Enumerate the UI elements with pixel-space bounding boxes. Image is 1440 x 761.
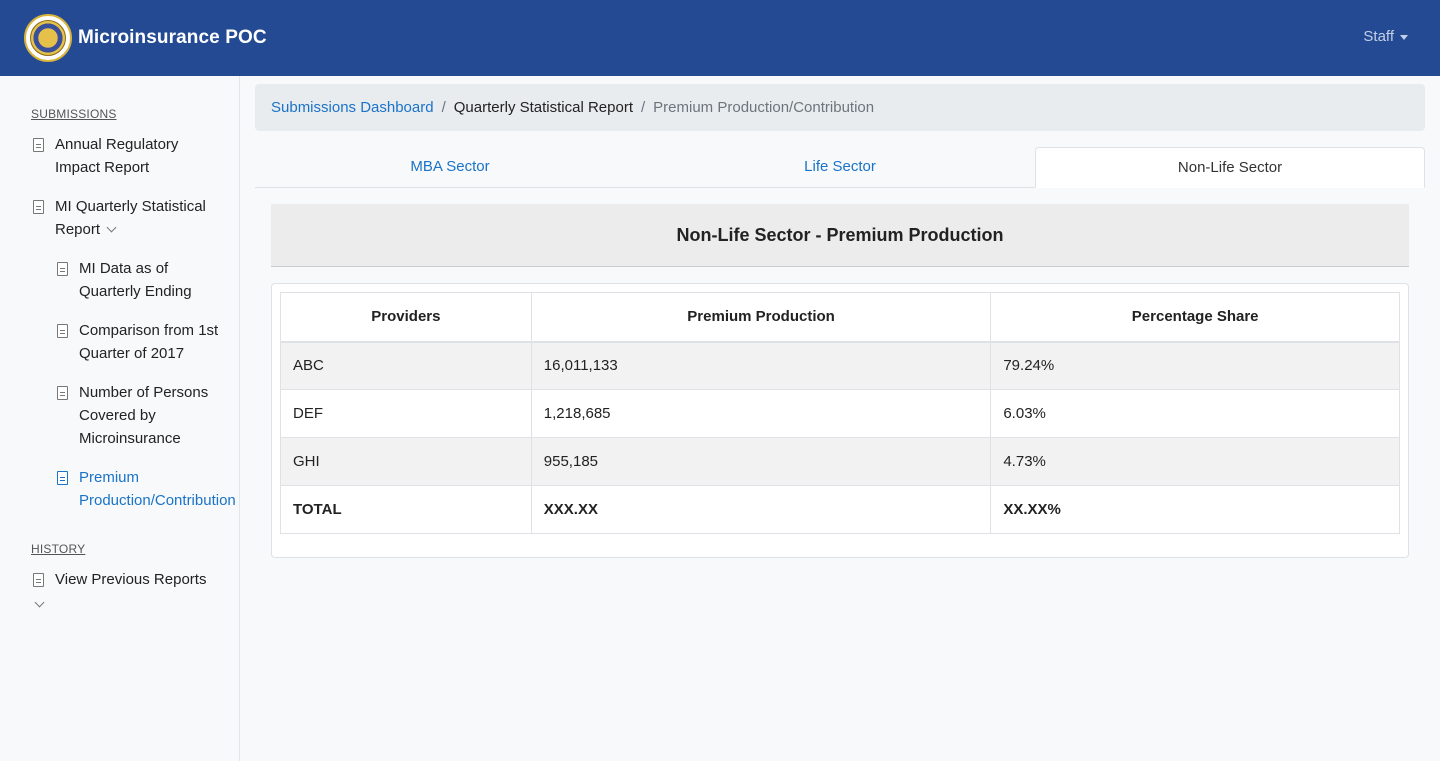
breadcrumb-current: Premium Production/Contribution <box>653 99 875 116</box>
share-cell: 79.24% <box>990 341 1400 390</box>
premium-cell: 1,218,685 <box>530 389 992 438</box>
document-icon <box>33 573 44 587</box>
table-row: GHI 955,185 4.73% <box>280 437 1400 486</box>
sidebar-item-label: Number of Persons Covered by Microinsura… <box>79 384 209 447</box>
history-heading: HISTORY <box>31 542 86 556</box>
section-header: Non-Life Sector - Premium Production <box>271 204 1409 267</box>
share-cell: 6.03% <box>990 389 1400 438</box>
section-title: Non-Life Sector - Premium Production <box>676 224 1004 245</box>
sidebar: SUBMISSIONS Annual Regulatory Impact Rep… <box>0 76 240 761</box>
sidebar-item-label: MI Quarterly Statistical Report <box>55 198 206 238</box>
submissions-heading: SUBMISSIONS <box>31 107 117 121</box>
user-menu-dropdown[interactable]: Staff <box>1363 28 1408 45</box>
premium-production-table: Providers Premium Production Percentage … <box>280 292 1400 534</box>
document-icon <box>57 262 68 276</box>
tab-life-sector[interactable]: Life Sector <box>804 158 876 175</box>
sidebar-item-premium-production[interactable]: Premium Production/Contribution <box>0 466 239 512</box>
sidebar-item-annual-regulatory-impact-report[interactable]: Annual Regulatory Impact Report <box>0 133 239 179</box>
document-icon <box>57 471 68 485</box>
chevron-down-icon[interactable] <box>34 597 45 608</box>
document-icon <box>57 324 68 338</box>
document-icon <box>57 386 68 400</box>
caret-down-icon <box>1400 35 1408 40</box>
provider-cell: ABC <box>280 341 532 390</box>
sidebar-item-label: Annual Regulatory Impact Report <box>55 136 179 176</box>
sidebar-item-comparison-2017[interactable]: Comparison from 1st Quarter of 2017 <box>0 319 239 365</box>
tab-mba-sector[interactable]: MBA Sector <box>410 158 490 175</box>
table-row: DEF 1,218,685 6.03% <box>280 389 1400 438</box>
premium-table-card: Providers Premium Production Percentage … <box>271 283 1409 558</box>
premium-cell: 955,185 <box>530 437 992 486</box>
sidebar-item-label: MI Data as of Quarterly Ending <box>79 260 192 300</box>
breadcrumb-home-link[interactable]: Submissions Dashboard <box>271 99 434 116</box>
table-header-row: Providers Premium Production Percentage … <box>280 292 1400 343</box>
document-icon <box>33 200 44 214</box>
sidebar-item-view-previous-reports[interactable]: View Previous Reports <box>0 568 239 608</box>
total-share-cell: XX.XX% <box>990 485 1400 534</box>
breadcrumb-middle: Quarterly Statistical Report <box>453 99 633 116</box>
chevron-down-icon[interactable] <box>106 222 117 233</box>
provider-cell: GHI <box>280 437 532 486</box>
provider-cell: DEF <box>280 389 532 438</box>
table-total-row: TOTAL XXX.XX XX.XX% <box>280 485 1400 534</box>
logo-icon[interactable] <box>24 14 72 62</box>
sidebar-item-mi-quarterly-statistical-report[interactable]: MI Quarterly Statistical Report <box>0 195 239 241</box>
breadcrumb-separator: / <box>641 99 646 116</box>
tab-non-life-sector[interactable]: Non-Life Sector <box>1035 147 1425 188</box>
user-menu-label: Staff <box>1363 28 1394 45</box>
sector-tabs: MBA Sector Life Sector Non-Life Sector <box>255 147 1425 188</box>
total-premium-cell: XXX.XX <box>530 485 992 534</box>
total-label-cell: TOTAL <box>280 485 532 534</box>
breadcrumb: Submissions Dashboard / Quarterly Statis… <box>255 84 1425 131</box>
top-navbar: Microinsurance POC Staff <box>0 0 1440 76</box>
sidebar-item-mi-data-quarterly-ending[interactable]: MI Data as of Quarterly Ending <box>0 257 239 303</box>
column-header-premium-production: Premium Production <box>530 292 992 343</box>
sidebar-item-label: Comparison from 1st Quarter of 2017 <box>79 322 219 362</box>
sidebar-item-number-of-persons-covered[interactable]: Number of Persons Covered by Microinsura… <box>0 381 239 450</box>
premium-cell: 16,011,133 <box>530 341 992 390</box>
share-cell: 4.73% <box>990 437 1400 486</box>
sidebar-item-label: View Previous Reports <box>55 571 207 588</box>
document-icon <box>33 138 44 152</box>
brand-title[interactable]: Microinsurance POC <box>78 27 267 48</box>
column-header-providers: Providers <box>280 292 532 343</box>
breadcrumb-separator: / <box>441 99 446 116</box>
table-row: ABC 16,011,133 79.24% <box>280 341 1400 390</box>
sidebar-item-label: Premium Production/Contribution <box>79 469 236 509</box>
column-header-percentage-share: Percentage Share <box>990 292 1400 343</box>
